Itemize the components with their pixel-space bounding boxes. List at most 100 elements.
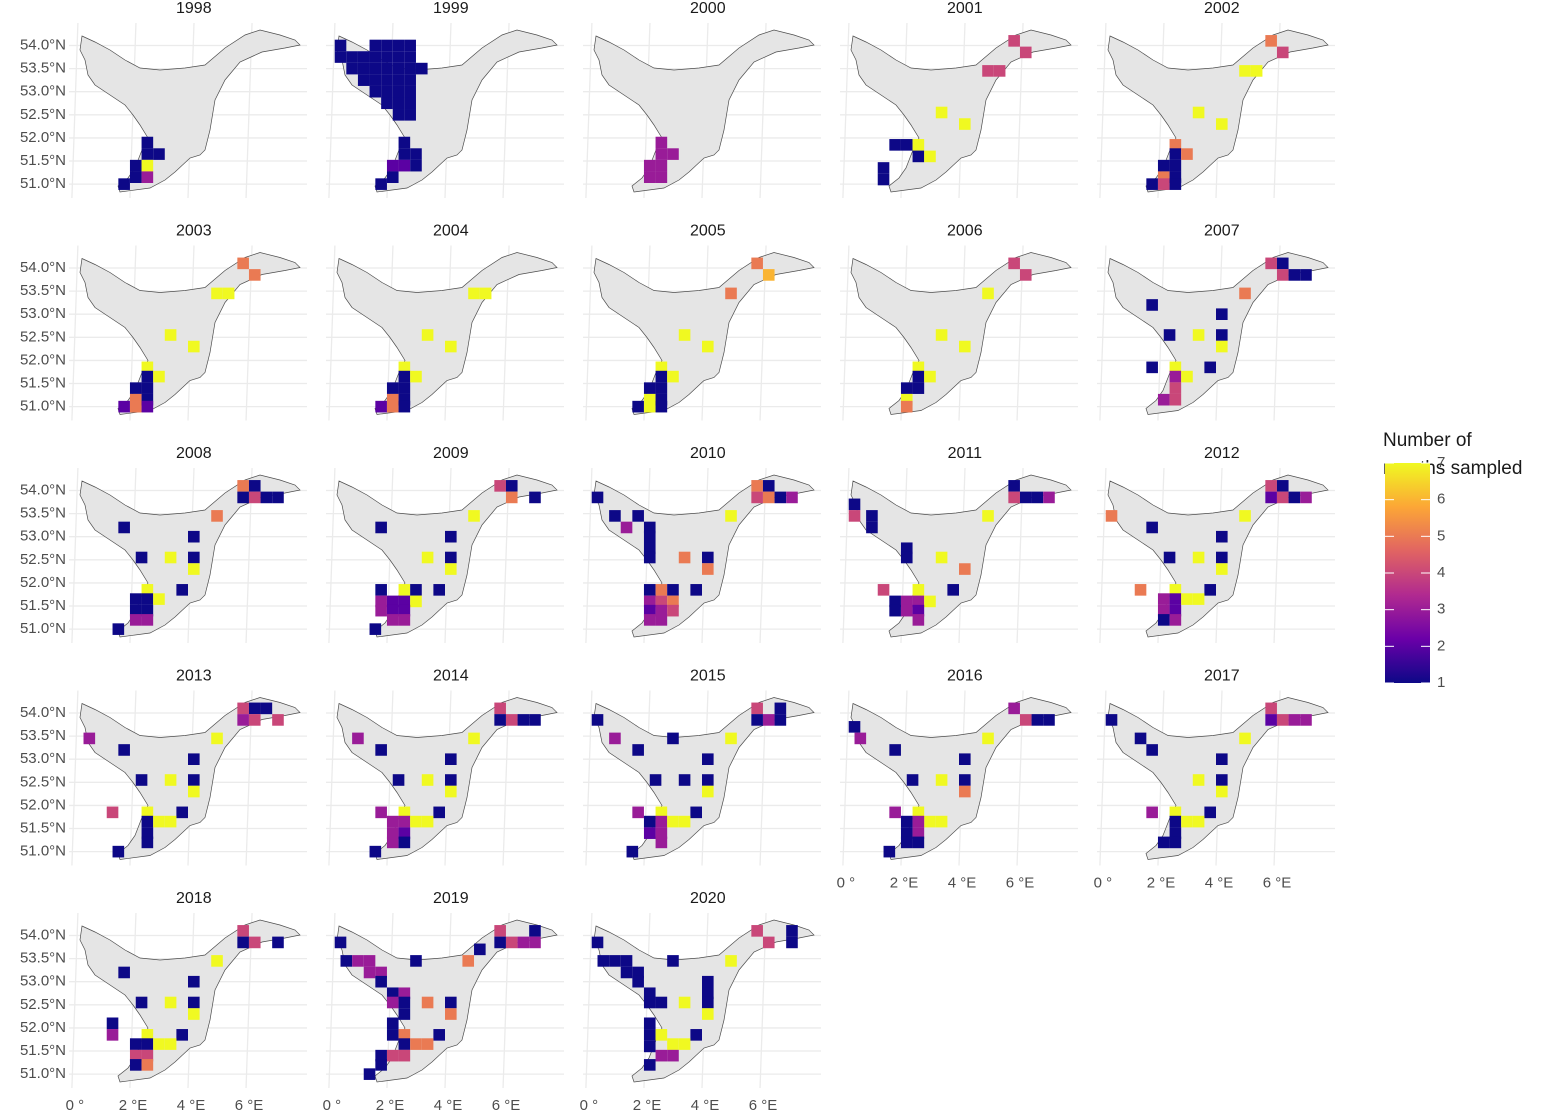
tile bbox=[702, 563, 714, 575]
tile bbox=[1239, 65, 1251, 77]
grid-line bbox=[585, 22, 593, 199]
tile bbox=[118, 966, 130, 979]
tile bbox=[141, 1059, 154, 1071]
tile bbox=[176, 584, 188, 596]
land bbox=[593, 29, 815, 193]
y-tick-label: 53.0°N bbox=[20, 750, 66, 767]
tile bbox=[912, 836, 925, 849]
panel: 2016 0 ° 2 °E 4 °E 6 °E bbox=[837, 668, 1078, 891]
tile bbox=[889, 604, 901, 617]
tile bbox=[774, 491, 787, 504]
y-tick-label: 51.0°N bbox=[20, 1065, 66, 1082]
tile bbox=[702, 774, 714, 786]
legend-tick-label: 6 bbox=[1437, 491, 1445, 508]
tile bbox=[445, 1008, 457, 1020]
tile bbox=[1276, 480, 1289, 492]
tile bbox=[1181, 593, 1193, 605]
tile bbox=[786, 936, 798, 949]
panel-title: 2011 bbox=[948, 445, 983, 462]
panel-title: 2012 bbox=[1204, 445, 1240, 462]
tile bbox=[762, 480, 775, 492]
tile bbox=[889, 595, 901, 608]
tile bbox=[655, 1029, 668, 1041]
x-tick-label: 6 °E bbox=[492, 1097, 521, 1114]
legend-title: Number of bbox=[1383, 430, 1472, 451]
tile bbox=[346, 51, 358, 63]
tile bbox=[900, 815, 913, 828]
tile bbox=[404, 85, 416, 98]
tile bbox=[188, 996, 200, 1009]
tile bbox=[848, 721, 861, 733]
tile bbox=[352, 955, 364, 967]
tile bbox=[667, 584, 679, 596]
y-tick-label: 53.5°N bbox=[20, 950, 66, 967]
legend-tick-label: 5 bbox=[1437, 527, 1445, 544]
tile bbox=[398, 159, 411, 172]
tile bbox=[474, 943, 486, 956]
tile bbox=[1008, 480, 1020, 492]
land bbox=[336, 252, 558, 415]
tile bbox=[786, 491, 798, 504]
tile bbox=[889, 139, 901, 151]
land bbox=[79, 29, 301, 193]
tile bbox=[982, 732, 994, 745]
panel-title: 2019 bbox=[433, 890, 469, 907]
tile bbox=[363, 955, 376, 967]
tile bbox=[334, 936, 347, 949]
tile bbox=[375, 1059, 387, 1071]
panel-title: 2008 bbox=[176, 445, 212, 462]
tile bbox=[620, 955, 633, 967]
tile bbox=[597, 955, 610, 967]
tile bbox=[1265, 257, 1277, 270]
tile bbox=[1163, 551, 1176, 564]
tile bbox=[462, 955, 475, 967]
tile bbox=[632, 806, 644, 819]
tile bbox=[877, 584, 890, 596]
tile bbox=[1169, 370, 1182, 383]
y-tick-label: 52.5°N bbox=[20, 106, 66, 123]
tile bbox=[725, 510, 737, 522]
tile bbox=[529, 936, 541, 949]
tile bbox=[421, 1038, 434, 1050]
tile bbox=[643, 1040, 656, 1053]
panel-title: 2000 bbox=[690, 0, 726, 17]
tile bbox=[900, 382, 913, 394]
grid-line bbox=[328, 467, 336, 644]
y-tick-label: 53.0°N bbox=[20, 305, 66, 322]
tile bbox=[702, 975, 714, 988]
tile bbox=[667, 732, 679, 745]
panel-title: 2001 bbox=[947, 0, 983, 17]
tile bbox=[1169, 604, 1182, 617]
tile bbox=[494, 936, 506, 949]
panel-title: 2009 bbox=[433, 445, 469, 462]
tile bbox=[398, 148, 411, 160]
tile bbox=[141, 171, 154, 184]
land bbox=[1107, 29, 1329, 193]
tile bbox=[398, 815, 411, 828]
tile bbox=[751, 714, 763, 726]
tile bbox=[188, 785, 200, 798]
grid-line bbox=[71, 245, 79, 421]
tile bbox=[591, 491, 604, 504]
tile bbox=[626, 845, 639, 858]
tile bbox=[643, 551, 656, 564]
x-tick-label: 0 ° bbox=[580, 1097, 599, 1114]
tile bbox=[1146, 806, 1158, 819]
tile bbox=[667, 604, 679, 617]
tile bbox=[774, 714, 787, 726]
tile bbox=[188, 774, 200, 786]
tile bbox=[404, 74, 416, 86]
tile bbox=[900, 542, 913, 555]
tile bbox=[392, 74, 405, 86]
tile bbox=[1265, 714, 1277, 726]
tile bbox=[655, 171, 668, 184]
tile bbox=[751, 480, 763, 492]
tile bbox=[1163, 329, 1176, 341]
tile bbox=[479, 287, 492, 300]
tile bbox=[877, 162, 890, 174]
tile bbox=[900, 604, 913, 617]
x-tick-label: 0 ° bbox=[837, 874, 856, 891]
y-tick-label: 51.0°N bbox=[20, 620, 66, 637]
tile bbox=[1192, 815, 1205, 828]
